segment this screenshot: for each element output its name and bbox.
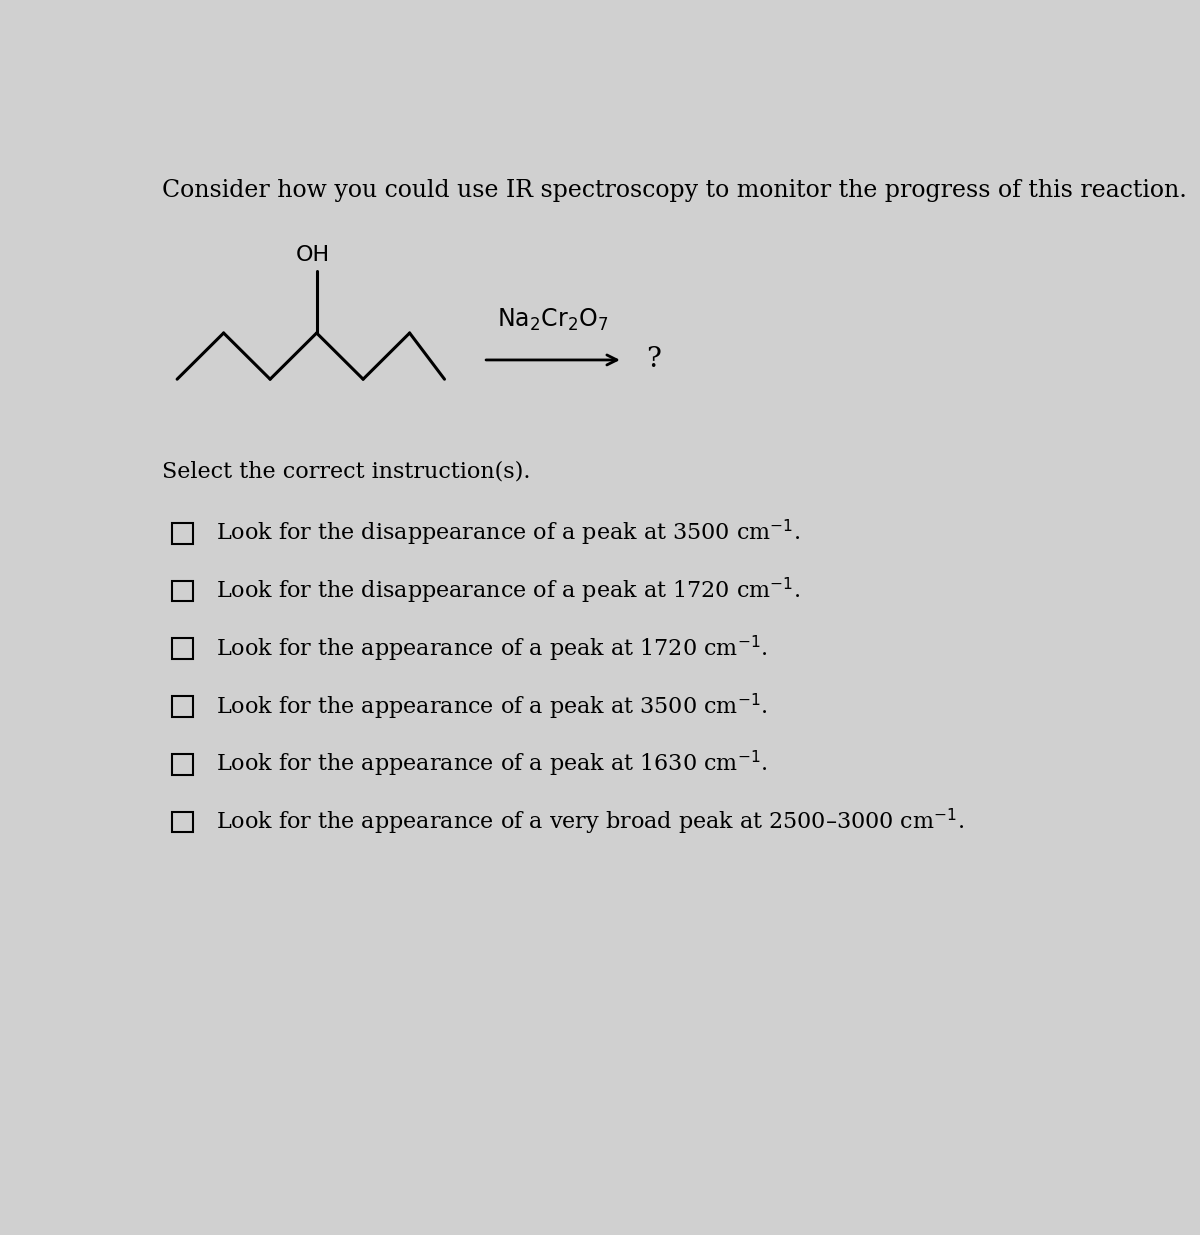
Bar — [172, 753, 193, 774]
Bar — [172, 811, 193, 832]
Text: ?: ? — [646, 347, 661, 373]
Bar — [172, 522, 193, 543]
Text: OH: OH — [295, 246, 330, 266]
Text: $\mathrm{Na_2Cr_2O_7}$: $\mathrm{Na_2Cr_2O_7}$ — [497, 306, 608, 333]
Text: Look for the appearance of a peak at 3500 cm$^{-1}$.: Look for the appearance of a peak at 350… — [216, 692, 768, 721]
Bar — [172, 580, 193, 601]
Text: Look for the disappearance of a peak at 3500 cm$^{-1}$.: Look for the disappearance of a peak at … — [216, 519, 800, 548]
Text: Select the correct instruction(s).: Select the correct instruction(s). — [162, 461, 530, 482]
Text: Look for the appearance of a peak at 1630 cm$^{-1}$.: Look for the appearance of a peak at 163… — [216, 750, 768, 779]
Bar — [172, 638, 193, 659]
Text: Look for the disappearance of a peak at 1720 cm$^{-1}$.: Look for the disappearance of a peak at … — [216, 576, 800, 606]
Bar — [172, 697, 193, 716]
Text: Look for the appearance of a very broad peak at 2500–3000 cm$^{-1}$.: Look for the appearance of a very broad … — [216, 806, 964, 837]
Text: Look for the appearance of a peak at 1720 cm$^{-1}$.: Look for the appearance of a peak at 172… — [216, 634, 768, 663]
Text: Consider how you could use IR spectroscopy to monitor the progress of this react: Consider how you could use IR spectrosco… — [162, 179, 1187, 203]
